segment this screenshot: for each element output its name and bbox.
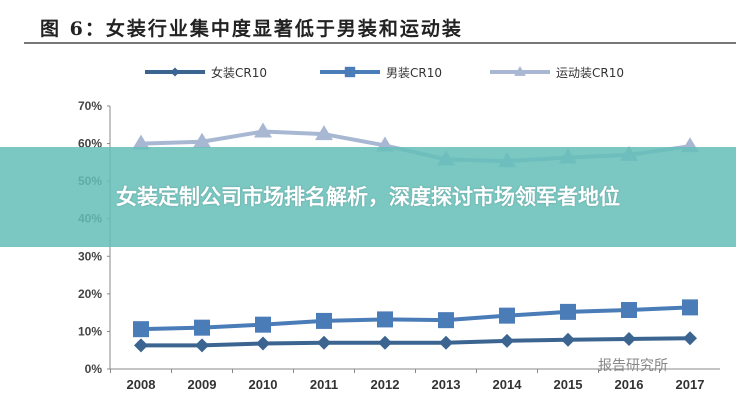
x-tick-label: 2015 [554, 377, 583, 392]
data-point [316, 312, 332, 329]
data-point [256, 336, 270, 351]
series-line [141, 336, 691, 348]
data-point [255, 316, 271, 333]
x-tick-label: 2011 [310, 377, 338, 392]
data-point [439, 335, 453, 350]
x-tick-label: 2012 [371, 377, 400, 392]
data-point [317, 335, 331, 350]
x-tick-label: 2013 [432, 377, 461, 392]
y-tick-label: 0% [85, 362, 103, 376]
x-tick-label: 2016 [615, 377, 644, 392]
headline-text: 女装定制公司市场排名解析，深度探讨市场领军者地位 [116, 185, 620, 209]
figure-title: 图 6：女装行业集中度显著低于男装和运动装 [40, 18, 463, 40]
x-tick-label: 2014 [493, 377, 523, 392]
data-point [500, 333, 514, 348]
y-tick-label: 30% [78, 249, 102, 263]
data-point [132, 134, 150, 150]
legend-label: 运动装CR10 [556, 66, 624, 80]
x-tick-label: 2009 [188, 377, 217, 392]
data-point [499, 307, 515, 324]
data-point [561, 332, 575, 347]
data-point [438, 312, 454, 329]
data-point [622, 331, 636, 346]
data-point [195, 338, 209, 353]
data-point [683, 331, 697, 346]
data-point [254, 122, 272, 138]
y-tick-label: 10% [78, 324, 102, 338]
legend-label: 男装CR10 [386, 66, 442, 80]
legend-marker [344, 66, 356, 78]
series-line [140, 305, 691, 332]
title-divider [24, 42, 736, 44]
x-tick-label: 2010 [249, 377, 278, 392]
data-point [193, 132, 211, 148]
data-point [315, 125, 333, 141]
x-tick-label: 2008 [127, 377, 156, 392]
y-tick-label: 70% [78, 99, 102, 113]
legend-label: 女装CR10 [211, 65, 267, 80]
watermark: 报告研究所 [598, 358, 668, 374]
data-point [682, 299, 698, 316]
y-tick-label: 20% [78, 287, 102, 301]
data-point [377, 311, 393, 328]
x-tick-label: 2017 [676, 377, 705, 392]
data-point [621, 302, 637, 319]
data-point [378, 335, 392, 350]
headline-banner: 女装定制公司市场排名解析，深度探讨市场领军者地位 [0, 147, 736, 247]
data-point [560, 303, 576, 320]
legend-marker [514, 66, 526, 76]
data-point [133, 321, 149, 338]
legend-marker [170, 67, 180, 77]
data-point [194, 319, 210, 336]
data-point [134, 338, 148, 353]
